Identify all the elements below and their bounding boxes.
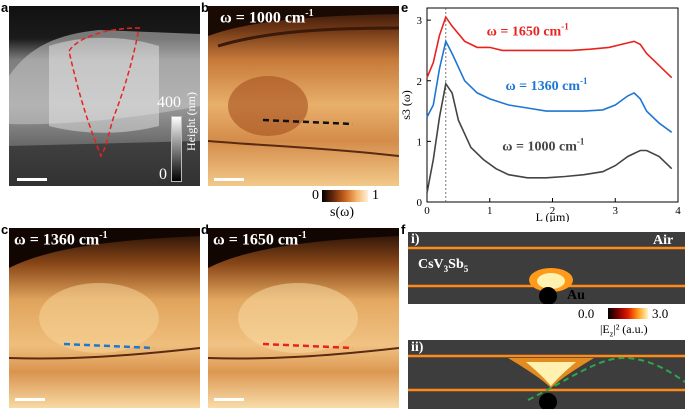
mode-profile-curve [527, 356, 685, 401]
material-label: CsV3Sb5 [418, 257, 469, 274]
omega-label-d: ω = 1650 cm-1 [213, 230, 307, 249]
scale-bar-b [214, 178, 244, 181]
s-cbar-min: 0 [312, 188, 319, 203]
x-tick-label: 0 [424, 205, 430, 217]
y-tick-label: 1 [417, 136, 423, 148]
height-cbar-title: Height (nm) [184, 92, 198, 151]
scale-bar-a [17, 178, 47, 181]
x-tick-label: 3 [613, 205, 619, 217]
x-tick-label: 2 [550, 205, 556, 217]
au-label: Au [567, 288, 585, 303]
series-label: ω = 1000 cm-1 [502, 136, 585, 154]
s-cbar-max: 1 [372, 188, 379, 203]
x-axis-label: L (μm) [536, 210, 570, 222]
x-tick-label: 4 [675, 205, 681, 217]
spectral-linecut-chart: 0 1 2 3 4 0 1 2 3 L (μm) s3 (ω) ω = 1650 cm-1 ω = 13… [400, 7, 681, 222]
scale-bar-d [214, 398, 244, 401]
panel-f-letter: f [401, 222, 406, 237]
y-tick-label: 2 [417, 76, 423, 88]
field-cbar-min: 0.0 [578, 306, 595, 321]
au-particle-ii [539, 393, 557, 409]
s-cbar-label: s(ω) [330, 205, 354, 220]
air-label: Air [653, 233, 674, 248]
panel-c-letter: c [1, 222, 9, 237]
omega-label-c: ω = 1360 cm-1 [14, 230, 108, 249]
near-field-map-c: ω = 1360 cm-1 [9, 228, 200, 408]
field-cbar-title: |Ez|² (a.u.) [600, 322, 648, 339]
s-colorbar [322, 190, 368, 202]
x-tick-label: 1 [487, 205, 493, 217]
height-cbar-min: 0 [159, 166, 167, 183]
au-particle-i [539, 287, 557, 304]
panel-e-letter: e [401, 0, 409, 15]
near-field-map-d: ω = 1650 cm-1 [208, 228, 399, 408]
field-colorbar [608, 308, 648, 319]
red-region-outline [68, 27, 140, 158]
linecut-d [262, 342, 354, 350]
near-field-map-b: ω = 1000 cm-1 [208, 6, 399, 186]
linecut-b [262, 118, 354, 126]
panel-b-letter: b [201, 0, 209, 15]
panel-a-letter: a [1, 0, 9, 15]
field-map-ii: ii) [408, 340, 685, 409]
y-tick-label: 0 [417, 197, 423, 209]
field-cbar-max: 3.0 [652, 306, 669, 321]
series-label: ω = 1650 cm-1 [487, 21, 570, 39]
series-line [426, 38, 673, 133]
series-label: ω = 1360 cm-1 [505, 76, 588, 94]
height-map: 400 0 Height (nm) [9, 6, 200, 186]
series-line [426, 81, 673, 194]
linecut-c [63, 342, 155, 350]
field-map-i: i) Air CsV3Sb5 [408, 232, 685, 304]
sub-label-ii: ii) [411, 340, 424, 355]
sub-label-i: i) [411, 232, 420, 247]
y-axis-label: s3 (ω) [400, 90, 413, 120]
series-line [426, 15, 673, 79]
height-colorbar [171, 116, 182, 182]
y-tick-label: 3 [417, 15, 423, 27]
omega-label-b: ω = 1000 cm-1 [220, 8, 314, 27]
height-cbar-max: 400 [157, 94, 181, 111]
scale-bar-c [15, 398, 45, 401]
panel-d-letter: d [201, 222, 209, 237]
